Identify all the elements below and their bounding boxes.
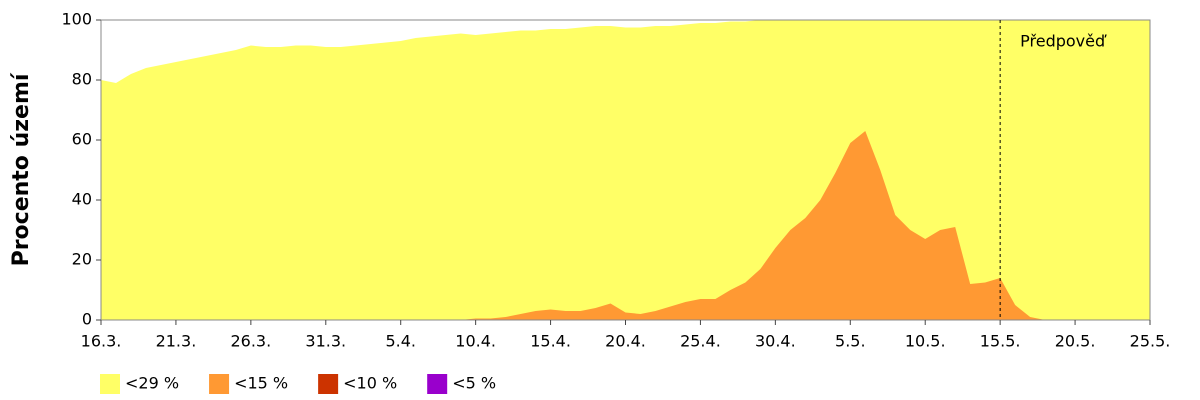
x-tick-label: 16.3. bbox=[81, 332, 122, 351]
y-tick-label: 60 bbox=[72, 130, 92, 149]
x-tick-label: 25.4. bbox=[680, 332, 721, 351]
y-tick-label: 20 bbox=[72, 250, 92, 269]
y-tick-label: 80 bbox=[72, 70, 92, 89]
x-tick-label: 30.4. bbox=[755, 332, 796, 351]
legend-swatch bbox=[318, 374, 339, 394]
y-tick-label: 100 bbox=[61, 10, 92, 29]
x-tick-label: 5.5. bbox=[835, 332, 866, 351]
x-tick-label: 21.3. bbox=[156, 332, 197, 351]
y-axis-label: Procento území bbox=[9, 72, 34, 266]
x-tick-label: 25.5. bbox=[1130, 332, 1171, 351]
legend-label: <15 % bbox=[234, 374, 288, 393]
x-tick-label: 15.5. bbox=[980, 332, 1021, 351]
y-tick-label: 0 bbox=[82, 310, 92, 329]
y-tick-label: 40 bbox=[72, 190, 92, 209]
x-tick-label: 26.3. bbox=[230, 332, 271, 351]
x-tick-label: 20.4. bbox=[605, 332, 646, 351]
x-tick-label: 10.4. bbox=[455, 332, 496, 351]
annotation: Předpověď bbox=[1020, 32, 1107, 51]
area bbox=[101, 20, 1150, 320]
legend-swatch bbox=[427, 374, 448, 394]
legend-label: <5 % bbox=[452, 374, 496, 393]
x-tick-label: 31.3. bbox=[305, 332, 346, 351]
legend-label: <10 % bbox=[343, 374, 397, 393]
legend-swatch bbox=[209, 374, 230, 394]
legend-label: <29 % bbox=[125, 374, 179, 393]
x-tick-label: 15.4. bbox=[530, 332, 571, 351]
x-tick-label: 20.5. bbox=[1055, 332, 1096, 351]
legend-swatch bbox=[100, 374, 120, 394]
x-tick-label: 5.4. bbox=[385, 332, 416, 351]
x-tick-label: 10.5. bbox=[905, 332, 946, 351]
area bbox=[101, 131, 1150, 320]
